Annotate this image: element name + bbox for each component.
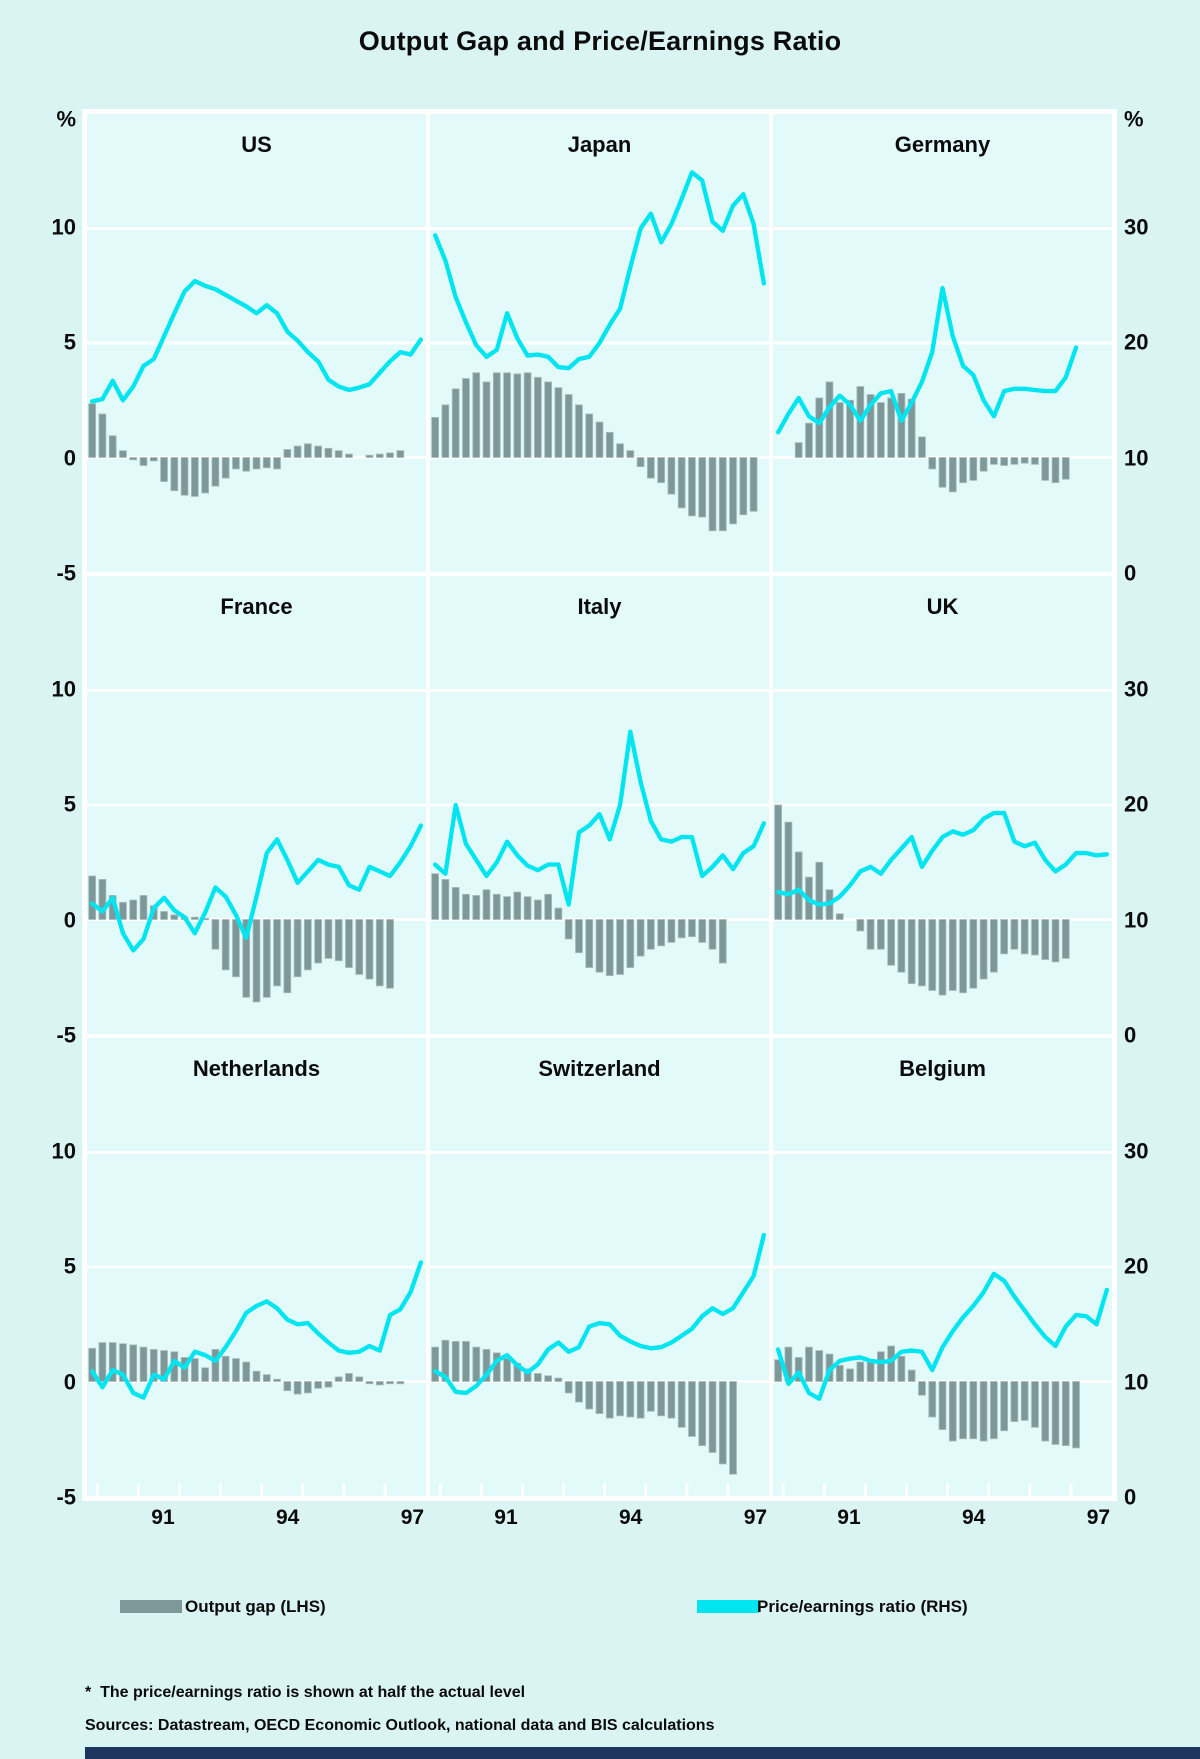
panel-title-uk: UK [926, 594, 959, 619]
panel-germany: Germany [771, 112, 1114, 574]
left-axis-unit: % [56, 106, 76, 132]
panel-title-us: US [241, 132, 272, 157]
panel-netherlands: Netherlands [85, 1036, 428, 1498]
panel-title-germany: Germany [894, 132, 991, 157]
left-axis-tick: -5 [56, 1484, 76, 1510]
right-axis-tick: 0 [1124, 1022, 1137, 1048]
x-axis-tick-label: 94 [275, 1506, 300, 1529]
chart-grid: US Japan Germany France Italy UK Netherlands Sw… [82, 109, 1117, 1501]
footnote: * The price/earnings ratio is shown at h… [85, 1684, 526, 1701]
right-axis-tick: 30 [1124, 213, 1149, 239]
panel-title-italy: Italy [577, 594, 622, 619]
legend-swatch-pe-ratio [697, 1600, 759, 1613]
right-axis-tick: 20 [1124, 791, 1149, 817]
legend-label-pe-ratio: Price/earnings ratio (RHS) [757, 1597, 968, 1616]
x-axis-tick-label: 97 [1086, 1506, 1111, 1529]
panel-japan: Japan [428, 112, 771, 574]
left-axis-tick: -5 [56, 1022, 76, 1048]
page-title: Output Gap and Price/Earnings Ratio [358, 26, 842, 56]
left-axis-tick: 5 [63, 329, 76, 355]
sources-line: Sources: Datastream, OECD Economic Outlo… [85, 1717, 715, 1734]
panel-italy: Italy [428, 574, 771, 1036]
legend-label-output-gap: Output gap (LHS) [185, 1597, 326, 1616]
left-axis-tick: 10 [51, 675, 76, 701]
left-axis-tick: 5 [63, 1253, 76, 1279]
right-axis-tick: 0 [1124, 1484, 1137, 1510]
right-axis-tick: 30 [1124, 1137, 1149, 1163]
panel-france: France [85, 574, 428, 1036]
left-axis-tick: 10 [51, 213, 76, 239]
right-axis-tick: 20 [1124, 329, 1149, 355]
right-axis-unit: % [1124, 106, 1144, 132]
right-axis-tick: 10 [1124, 1368, 1149, 1394]
x-axis-tick-label: 94 [961, 1506, 986, 1529]
panel-title-belgium: Belgium [899, 1056, 986, 1081]
panel-belgium: Belgium [771, 1036, 1114, 1498]
left-axis-tick: 0 [63, 444, 76, 470]
right-axis-tick: 10 [1124, 906, 1149, 932]
left-axis-tick: -5 [56, 560, 76, 586]
left-axis-tick: 10 [51, 1137, 76, 1163]
panel-uk: UK [771, 574, 1114, 1036]
panel-title-japan: Japan [567, 132, 632, 157]
panel-title-netherlands: Netherlands [192, 1056, 321, 1081]
x-axis-tick-label: 91 [837, 1506, 861, 1529]
legend-swatch-output-gap [120, 1600, 182, 1613]
x-axis-tick-label: 97 [743, 1506, 768, 1529]
right-axis-tick: 30 [1124, 675, 1149, 701]
x-axis-tick-label: 91 [494, 1506, 518, 1529]
right-axis-tick: 10 [1124, 444, 1149, 470]
panel-title-switzerland: Switzerland [538, 1056, 661, 1081]
left-axis-tick: 0 [63, 906, 76, 932]
panel-switzerland: Switzerland [428, 1036, 771, 1498]
left-axis-tick: 0 [63, 1368, 76, 1394]
right-axis-tick: 20 [1124, 1253, 1149, 1279]
x-axis-tick-label: 91 [151, 1506, 175, 1529]
left-axis-tick: 5 [63, 791, 76, 817]
panel-us: US [85, 112, 428, 574]
x-axis-tick-label: 97 [400, 1506, 425, 1529]
bottom-navy-bar [85, 1747, 1200, 1759]
panel-title-france: France [220, 594, 293, 619]
right-axis-tick: 0 [1124, 560, 1137, 586]
x-axis-tick-label: 94 [618, 1506, 643, 1529]
